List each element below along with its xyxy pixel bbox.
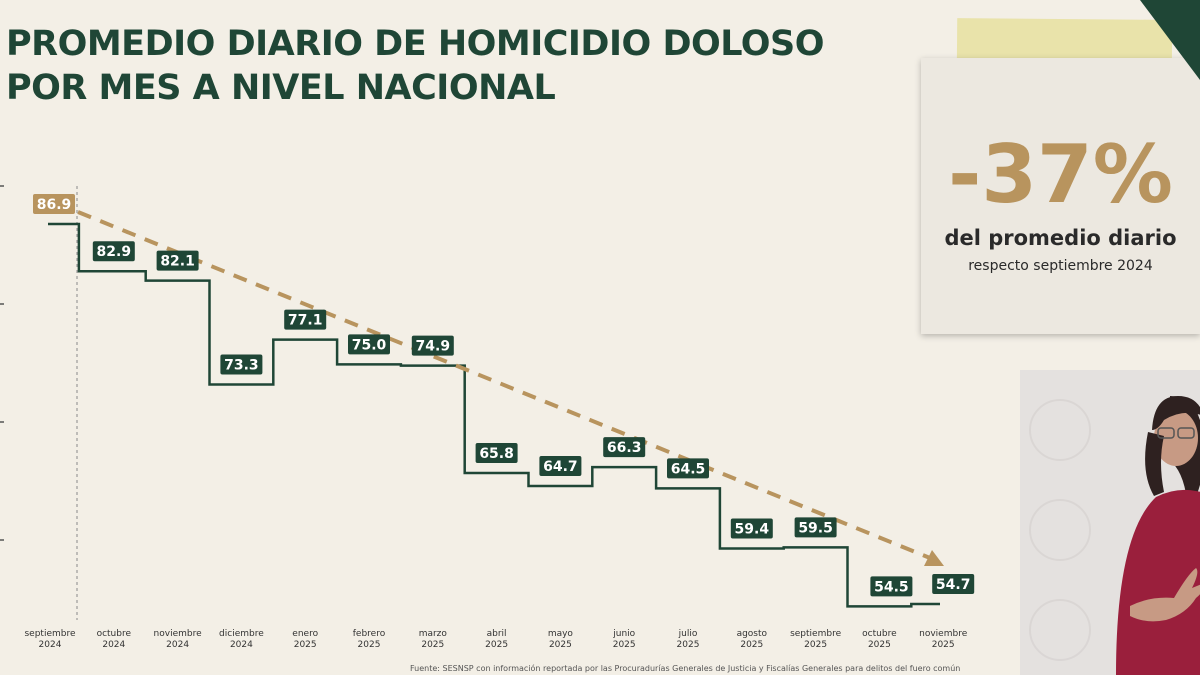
x-tick-year-8: 2025 — [549, 640, 572, 650]
x-tick-year-6: 2025 — [421, 640, 444, 650]
interpreter-figure — [1020, 370, 1200, 675]
data-label-text: 59.4 — [735, 522, 770, 538]
data-label-text: 54.7 — [936, 577, 971, 593]
data-label-4: 77.1 — [284, 309, 327, 330]
step-chart: 86.9 82.9 82.1 73.3 77.1 75.0 74.9 65.8 64.7 66.3… — [0, 185, 975, 650]
data-label-box — [730, 518, 773, 539]
data-label-1: 82.9 — [92, 241, 135, 262]
x-tick-month-1: octubre — [97, 629, 132, 639]
data-label-text: 75.0 — [352, 337, 387, 353]
x-tick-year-10: 2025 — [677, 640, 700, 650]
data-label-14: 54.7 — [932, 574, 975, 594]
page-title: PROMEDIO DIARIO DE HOMICIDIO DOLOSO POR … — [6, 24, 825, 108]
data-label-text: 77.1 — [288, 313, 323, 329]
data-label-text: 82.9 — [97, 244, 132, 260]
x-tick-month-11: agosto — [737, 629, 768, 639]
data-label-box — [348, 334, 390, 355]
x-tick-month-12: septiembre — [790, 629, 841, 639]
data-label-text: 82.1 — [160, 254, 195, 270]
x-tick-year-11: 2025 — [740, 640, 763, 650]
data-label-6: 74.9 — [411, 335, 454, 356]
x-tick-month-0: septiembre — [24, 629, 75, 639]
x-tick-year-3: 2024 — [230, 640, 253, 650]
data-label-2: 82.1 — [156, 250, 199, 271]
data-label-box — [33, 194, 75, 214]
x-tick-year-14: 2025 — [932, 640, 955, 650]
data-label-10: 64.5 — [667, 458, 709, 479]
data-label-11: 59.4 — [730, 518, 773, 539]
data-label-8: 64.7 — [539, 455, 582, 476]
x-tick-year-4: 2025 — [294, 640, 317, 650]
stat-reference: respecto septiembre 2024 — [968, 258, 1153, 274]
x-tick-year-5: 2025 — [358, 640, 381, 650]
data-label-text: 64.5 — [671, 461, 706, 477]
data-label-box — [932, 574, 975, 594]
interpreter-video — [1020, 370, 1200, 675]
x-tick-year-9: 2025 — [613, 640, 636, 650]
stat-description: del promedio diario — [944, 226, 1177, 250]
data-label-5: 75.0 — [348, 334, 390, 355]
x-tick-year-13: 2025 — [868, 640, 891, 650]
data-label-text: 59.5 — [798, 520, 833, 536]
data-label-text: 73.3 — [224, 357, 259, 373]
x-tick-year-12: 2025 — [804, 640, 827, 650]
trend-line — [77, 210, 931, 560]
x-tick-year-2: 2024 — [166, 640, 189, 650]
source-note: Fuente: SESNSP con información reportada… — [410, 664, 961, 673]
x-tick-year-1: 2024 — [102, 640, 125, 650]
data-label-box — [870, 576, 913, 597]
x-tick-month-6: marzo — [419, 629, 448, 639]
data-label-text: 66.3 — [607, 440, 642, 456]
data-label-0: 86.9 — [33, 194, 75, 214]
trend-arrowhead — [924, 550, 944, 566]
data-label-box — [667, 458, 709, 479]
data-label-3: 73.3 — [220, 354, 263, 375]
data-label-box — [603, 437, 646, 458]
x-tick-month-9: junio — [612, 629, 635, 639]
data-label-box — [220, 354, 263, 375]
x-tick-month-7: abril — [487, 629, 507, 639]
x-tick-year-0: 2024 — [39, 640, 62, 650]
data-label-box — [794, 517, 837, 538]
series-step-line — [48, 222, 940, 608]
data-label-box — [411, 335, 454, 356]
data-label-box — [284, 309, 327, 330]
data-label-text: 54.5 — [874, 579, 909, 595]
x-tick-month-3: diciembre — [219, 629, 264, 639]
data-label-9: 66.3 — [603, 437, 646, 458]
x-tick-month-14: noviembre — [919, 629, 968, 639]
data-label-box — [539, 455, 582, 476]
data-label-13: 54.5 — [870, 576, 913, 597]
data-label-12: 59.5 — [794, 517, 837, 538]
stat-card: -37% del promedio diario respecto septie… — [921, 58, 1200, 334]
stat-percentage: -37% — [948, 128, 1173, 221]
x-tick-month-4: enero — [292, 629, 318, 639]
data-label-box — [475, 443, 518, 464]
x-tick-month-13: octubre — [862, 629, 897, 639]
data-label-text: 86.9 — [37, 197, 72, 213]
data-label-box — [92, 241, 135, 262]
data-label-text: 64.7 — [543, 459, 578, 475]
x-tick-month-10: julio — [678, 629, 698, 639]
x-tick-month-5: febrero — [353, 629, 386, 639]
data-label-box — [156, 250, 199, 271]
data-label-text: 65.8 — [479, 446, 514, 462]
x-tick-year-7: 2025 — [485, 640, 508, 650]
x-tick-month-8: mayo — [548, 629, 574, 639]
data-label-text: 74.9 — [416, 339, 451, 355]
data-label-7: 65.8 — [475, 443, 518, 464]
x-tick-month-2: noviembre — [154, 629, 203, 639]
